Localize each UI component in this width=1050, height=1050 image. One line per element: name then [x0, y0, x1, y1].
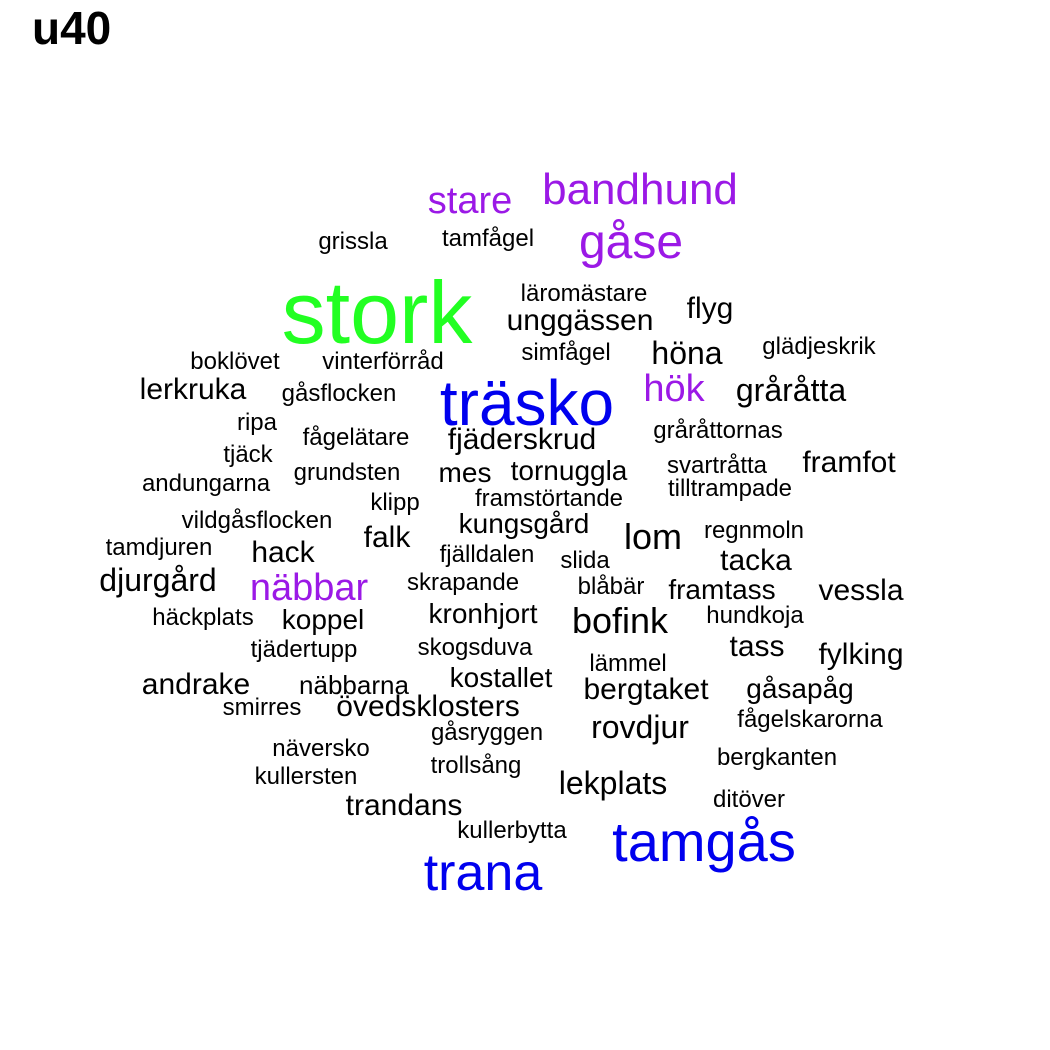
word-näbbarna: näbbarna	[299, 670, 409, 700]
word-tjädertupp: tjädertupp	[250, 636, 358, 663]
word-tacka: tacka	[720, 544, 792, 577]
word-kostallet: kostallet	[449, 662, 553, 693]
word-mes: mes	[438, 457, 492, 488]
word-näbbar: näbbar	[249, 567, 369, 609]
word-trana: trana	[423, 844, 543, 902]
word-tamdjuren: tamdjuren	[105, 534, 213, 561]
word-simfågel: simfågel	[521, 339, 611, 366]
word-svartråtta: svartråtta	[666, 452, 768, 479]
word-skogsduva: skogsduva	[417, 634, 533, 661]
word-häckplats: häckplats	[152, 604, 254, 631]
word-tornuggla: tornuggla	[510, 455, 628, 486]
word-hök: hök	[643, 368, 705, 410]
word-klipp: klipp	[370, 489, 420, 516]
word-bergkanten: bergkanten	[716, 744, 838, 771]
word-tjäck: tjäck	[223, 441, 273, 468]
word-smirres: smirres	[222, 694, 302, 721]
word-fågelätare: fågelätare	[302, 424, 410, 451]
word-fylking: fylking	[818, 638, 904, 671]
word-trandans: trandans	[345, 789, 463, 822]
word-andrake: andrake	[141, 668, 251, 701]
word-gåsryggen: gåsryggen	[430, 719, 544, 746]
word-rovdjur: rovdjur	[591, 709, 689, 745]
word-blåbär: blåbär	[577, 573, 645, 600]
word-tamfågel: tamfågel	[441, 225, 535, 252]
word-fågelskarorna: fågelskarorna	[737, 706, 883, 733]
word-stare: stare	[427, 180, 513, 222]
word-gråråttornas: gråråttornas	[653, 417, 783, 444]
page-title: u40	[32, 2, 112, 54]
word-tass: tass	[729, 630, 785, 663]
word-hack: hack	[251, 536, 315, 569]
word-skrapande: skrapande	[406, 569, 520, 596]
word-kullersten: kullersten	[254, 763, 358, 790]
word-glädjeskrik: glädjeskrik	[762, 333, 876, 360]
word-hundkoja: hundkoja	[706, 602, 804, 629]
word-boklövet: boklövet	[190, 348, 280, 375]
word-fjälldalen: fjälldalen	[439, 541, 535, 568]
word-framtass: framtass	[668, 574, 776, 605]
word-läromästare: läromästare	[520, 280, 648, 307]
word-höna: höna	[651, 335, 723, 371]
word-falk: falk	[363, 521, 411, 554]
word-lekplats: lekplats	[558, 765, 668, 801]
word-kronhjort: kronhjort	[428, 598, 538, 629]
word-vildgåsflocken: vildgåsflocken	[181, 507, 333, 534]
word-vessla: vessla	[818, 574, 904, 607]
word-tamgås: tamgås	[612, 810, 796, 873]
word-slida: slida	[560, 547, 610, 574]
word-unggässen: unggässen	[506, 304, 654, 337]
word-bandhund: bandhund	[542, 165, 738, 214]
word-regnmoln: regnmoln	[703, 517, 805, 544]
word-gåse: gåse	[578, 216, 684, 269]
word-lämmel: lämmel	[589, 650, 667, 677]
word-djurgård: djurgård	[99, 562, 217, 598]
word-gråråtta: gråråtta	[735, 372, 847, 408]
word-bofink: bofink	[571, 600, 669, 641]
word-flyg: flyg	[686, 292, 734, 325]
word-grissla: grissla	[318, 228, 388, 255]
word-gåsflocken: gåsflocken	[281, 380, 397, 407]
word-koppel: koppel	[281, 604, 365, 635]
word-kullerbytta: kullerbytta	[457, 817, 567, 844]
word-lom: lom	[623, 516, 683, 557]
word-träsko: träsko	[439, 367, 615, 439]
word-ditöver: ditöver	[712, 786, 786, 813]
word-stork: stork	[281, 263, 473, 362]
word-framfot: framfot	[802, 446, 896, 479]
word-kungsgård: kungsgård	[458, 508, 590, 539]
word-gåsapåg: gåsapåg	[746, 673, 854, 704]
word-andungarna: andungarna	[141, 470, 271, 497]
word-näversko: näversko	[272, 735, 370, 762]
word-ripa: ripa	[236, 409, 278, 436]
word-övedsklosters: övedsklosters	[336, 690, 520, 723]
word-grundsten: grundsten	[293, 459, 401, 486]
word-framstörtande: framstörtande	[474, 485, 624, 512]
word-fjäderskrud: fjäderskrud	[447, 423, 597, 456]
word-vinterförråd: vinterförråd	[322, 348, 444, 375]
word-tilltrampade: tilltrampade	[667, 475, 793, 502]
word-bergtaket: bergtaket	[583, 673, 709, 706]
word-trollsång: trollsång	[430, 752, 522, 779]
word-lerkruka: lerkruka	[139, 373, 247, 406]
